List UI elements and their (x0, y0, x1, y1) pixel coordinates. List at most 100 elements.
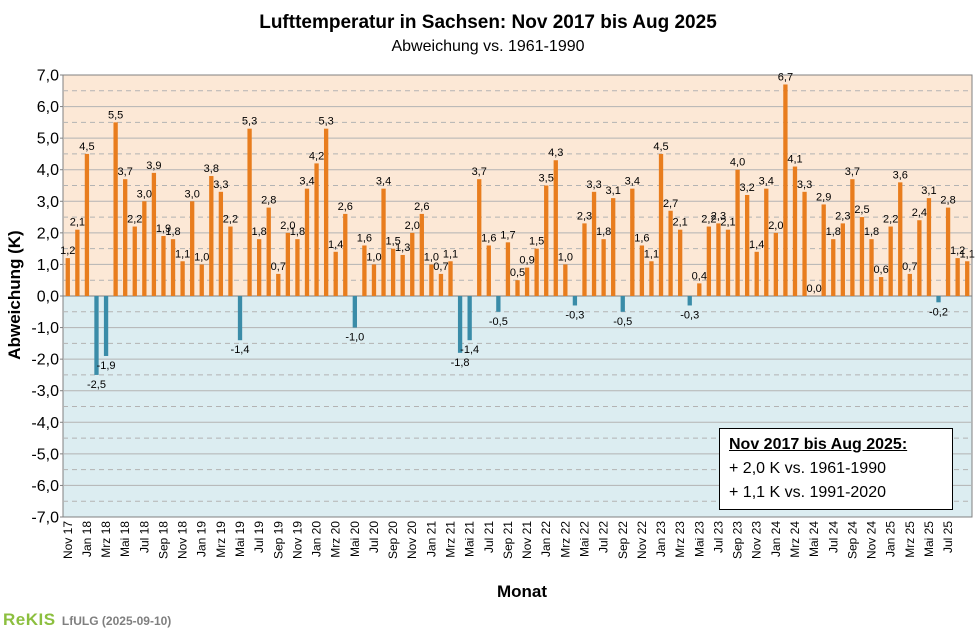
data-label: 4,1 (787, 154, 802, 166)
bar (371, 264, 377, 296)
y-tick-label: 0,0 (37, 289, 59, 306)
x-tick-label: Jan 22 (539, 521, 553, 557)
bar (706, 226, 712, 296)
data-label: 2,3 (835, 210, 850, 222)
bar (936, 296, 941, 303)
bar (840, 223, 845, 296)
data-label: 1,1 (960, 248, 975, 260)
bar (735, 169, 740, 296)
x-tick-label: Mai 25 (922, 521, 936, 557)
data-label: 2,1 (70, 217, 85, 229)
bar (295, 239, 300, 296)
x-tick-label: Jul 22 (597, 521, 611, 553)
data-label: 1,8 (252, 226, 267, 238)
data-label: 0,0 (806, 283, 821, 295)
bar (75, 229, 80, 296)
bar (917, 220, 922, 296)
x-tick-label: Nov 22 (635, 521, 649, 559)
data-label: 2,4 (912, 207, 927, 219)
data-label: 3,9 (146, 160, 161, 172)
y-tick-label: 7,0 (37, 68, 59, 85)
bar (314, 163, 319, 296)
data-label: 2,1 (673, 217, 688, 229)
bar (783, 84, 788, 296)
bar (429, 264, 434, 296)
data-label: 3,7 (118, 166, 133, 178)
bar (209, 176, 214, 296)
x-tick-label: Jan 21 (424, 521, 438, 557)
data-label: 1,8 (165, 226, 180, 238)
bar (668, 210, 673, 296)
data-label: 2,2 (883, 214, 898, 226)
data-label: 2,6 (338, 201, 353, 213)
data-label: 3,3 (586, 179, 601, 191)
bar (199, 264, 204, 296)
x-tick-label: Sep 19 (271, 521, 285, 559)
data-label: 3,4 (625, 176, 640, 188)
data-label: -0,3 (680, 309, 699, 321)
data-label: -0,2 (929, 306, 948, 318)
x-tick-label: Jan 23 (654, 521, 668, 557)
bar (725, 229, 731, 296)
bar (620, 296, 625, 312)
data-label: 3,0 (185, 188, 200, 200)
bar (591, 191, 597, 296)
data-label: 2,8 (261, 195, 276, 207)
data-label: 1,6 (634, 232, 649, 244)
data-label: 1,7 (500, 229, 515, 241)
data-label: 4,3 (548, 147, 563, 159)
data-label: 1,1 (644, 248, 659, 260)
x-tick-label: Sep 23 (731, 521, 745, 559)
bar (687, 296, 692, 306)
summary-title: Nov 2017 bis Aug 2025: (729, 436, 908, 453)
bar (84, 153, 90, 296)
data-label: -1,9 (97, 360, 116, 372)
y-tick-label: 5,0 (37, 131, 59, 148)
x-tick-label: Mrz 24 (788, 521, 802, 558)
data-label: 0,5 (510, 267, 525, 279)
data-label: 3,1 (921, 185, 936, 197)
data-label: 0,7 (271, 261, 286, 273)
x-tick-label: Sep 20 (386, 521, 400, 559)
data-label: 0,9 (519, 255, 534, 267)
data-label: 3,8 (204, 163, 219, 175)
y-tick-label: 6,0 (37, 99, 59, 116)
bar (400, 254, 405, 296)
x-tick-label: Nov 21 (520, 521, 534, 559)
bar (965, 261, 970, 296)
data-label: 2,2 (701, 214, 716, 226)
bar (582, 223, 587, 296)
summary-line-1961-1990: + 2,0 K vs. 1961-1990 (729, 460, 886, 477)
bar (410, 232, 415, 296)
y-tick-label: 1,0 (37, 257, 59, 274)
bar (563, 264, 568, 296)
x-tick-label: Nov 18 (176, 521, 190, 559)
y-tick-label: 3,0 (37, 194, 59, 211)
x-tick-label: Jul 19 (252, 521, 266, 553)
footer-source: LfULG (61, 614, 99, 628)
x-tick-label: Jan 20 (310, 521, 324, 557)
x-tick-label: Mrz 22 (558, 521, 572, 558)
data-label: 5,3 (318, 116, 333, 128)
x-tick-label: Nov 19 (290, 521, 304, 559)
data-label: 2,7 (663, 198, 678, 210)
bar (859, 217, 865, 296)
x-tick-label: Nov 20 (405, 521, 419, 559)
x-tick-label: Sep 24 (845, 521, 859, 559)
y-tick-label: -5,0 (31, 446, 59, 463)
data-label: 1,6 (481, 232, 496, 244)
footer: ReKIS LfULG (2025-09-10) (3, 610, 171, 630)
bar (869, 239, 874, 296)
x-tick-label: Mai 18 (118, 521, 132, 557)
data-label: 3,3 (797, 179, 812, 191)
data-label: 3,7 (472, 166, 487, 178)
data-label: 0,6 (873, 264, 888, 276)
data-label: 1,2 (60, 245, 75, 257)
y-tick-label: -1,0 (31, 320, 59, 337)
chart-subtitle: Abweichung vs. 1961-1990 (391, 38, 584, 55)
bar (285, 232, 291, 296)
bar (658, 153, 664, 296)
data-label: 3,7 (845, 166, 860, 178)
bar (333, 251, 338, 296)
